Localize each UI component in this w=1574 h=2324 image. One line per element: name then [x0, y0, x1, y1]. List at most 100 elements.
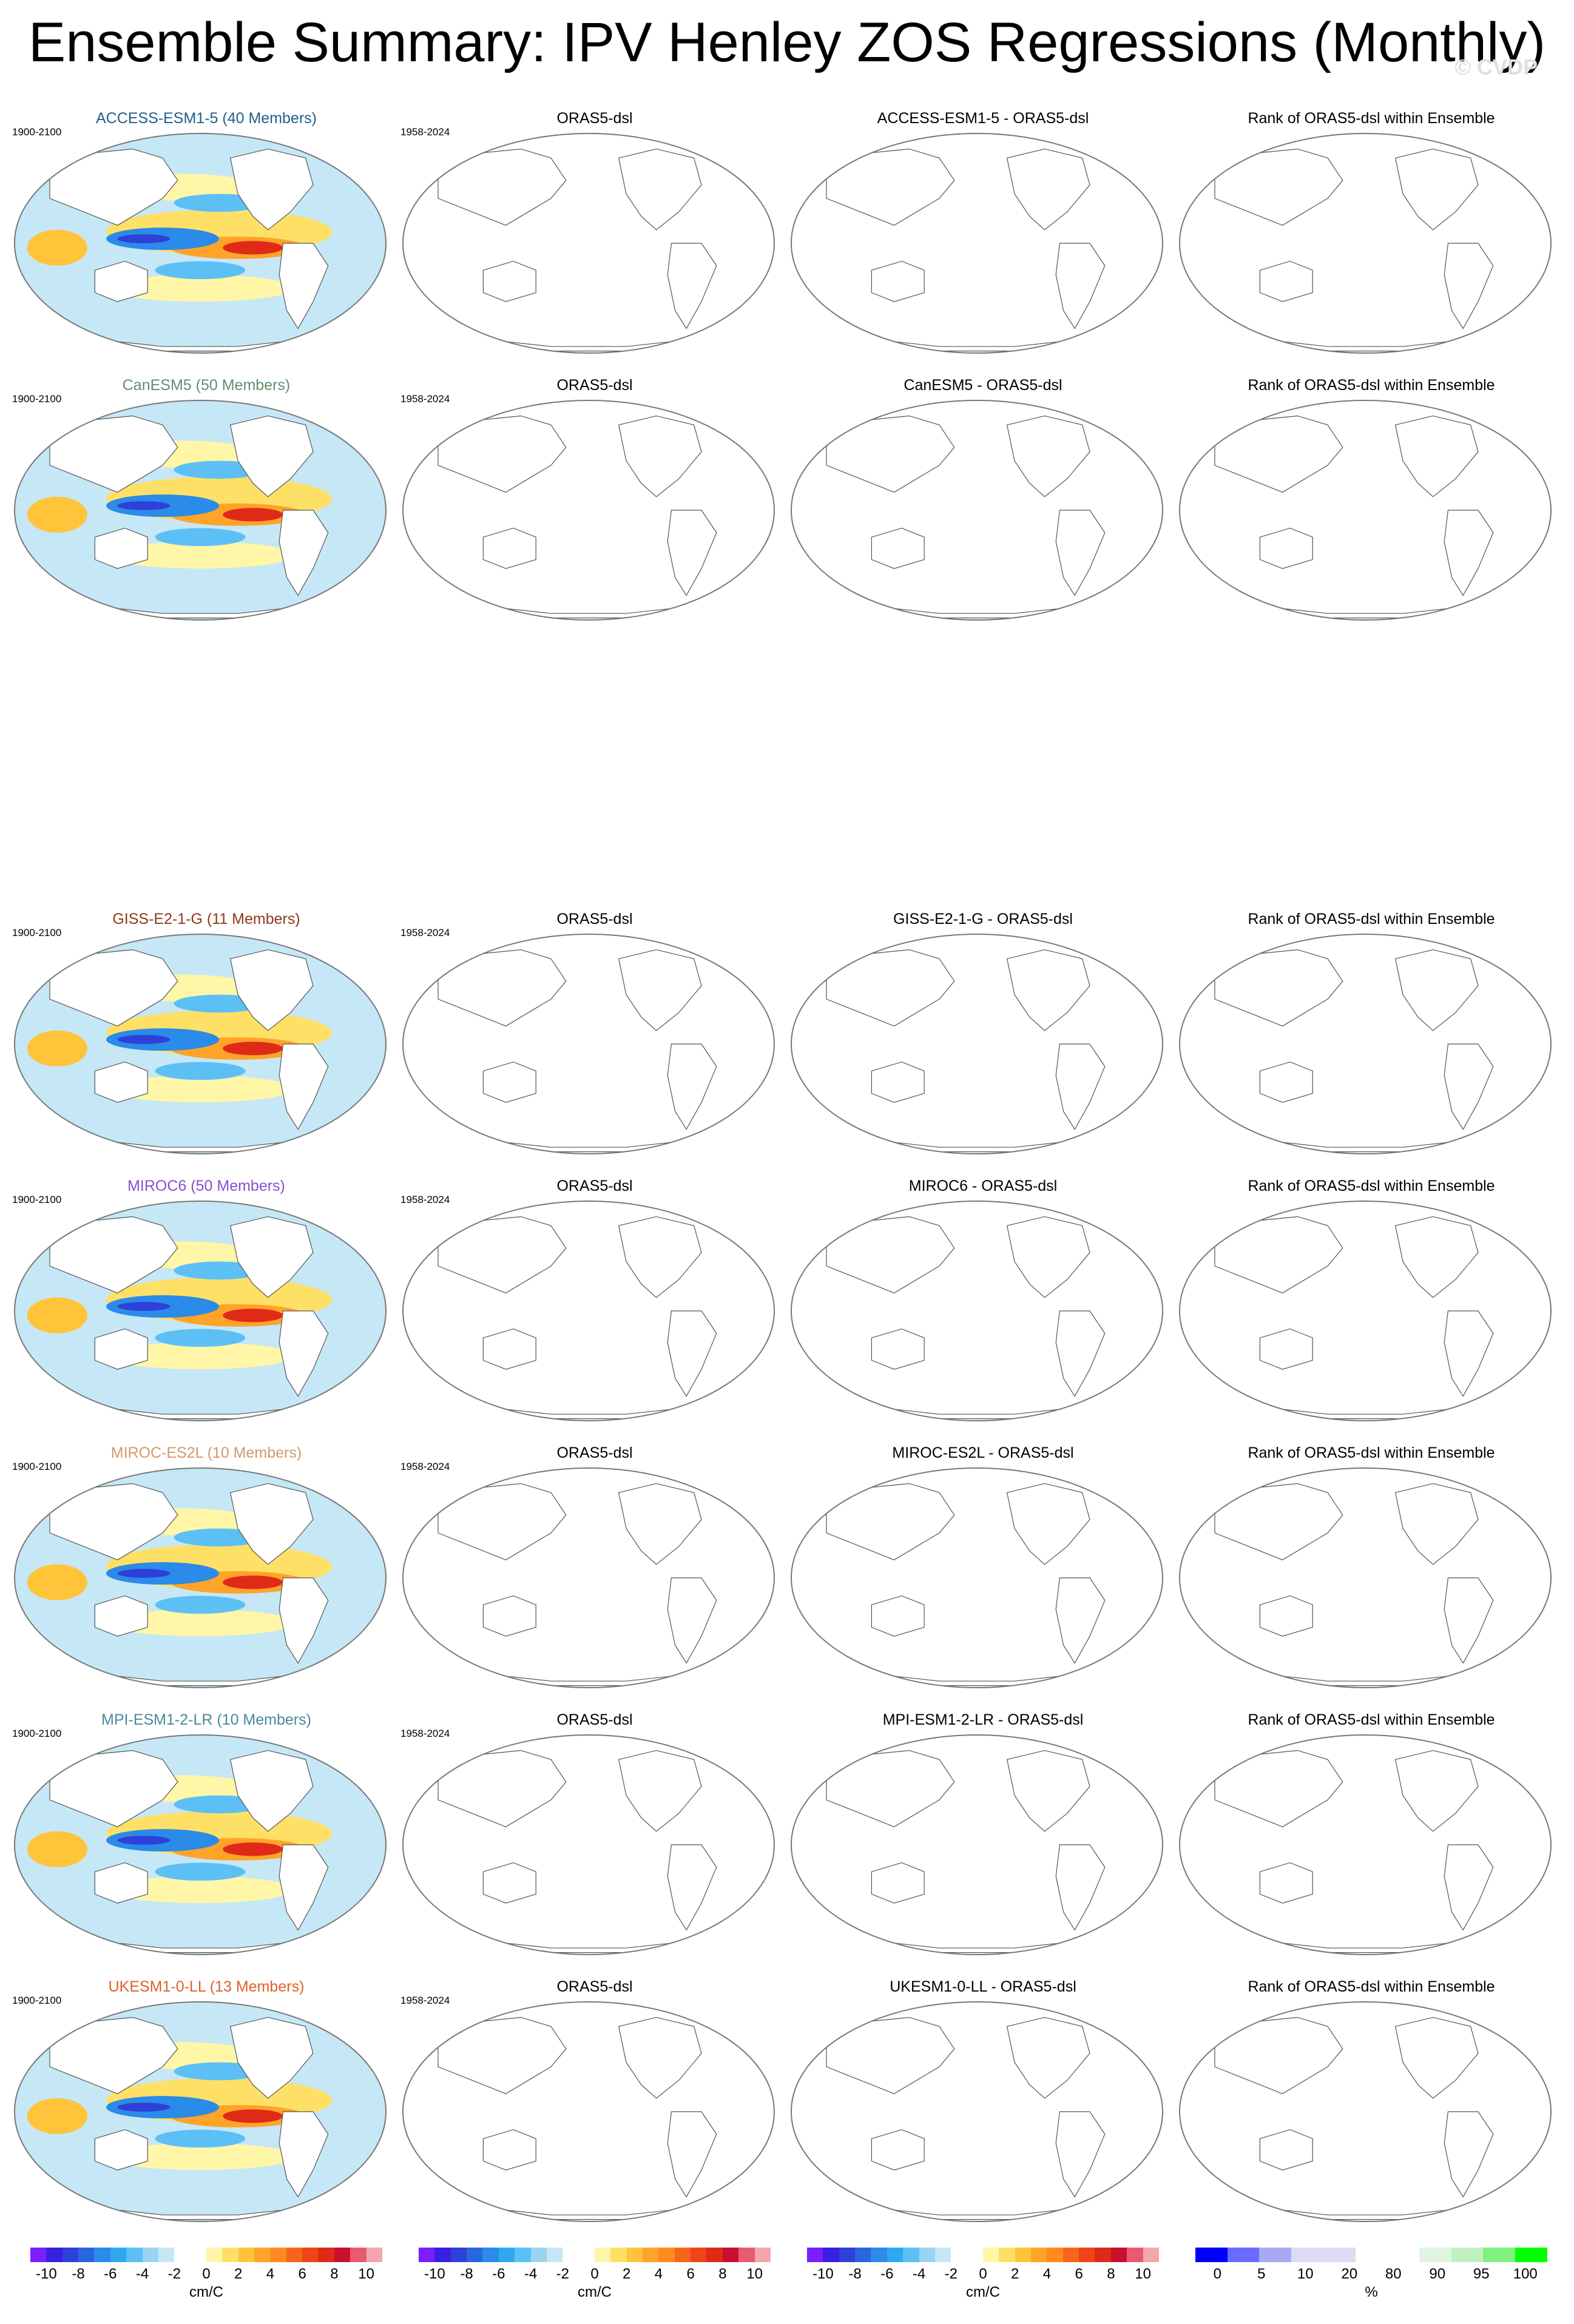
colorbar-swatch [1015, 2248, 1032, 2262]
colorbar-swatch [482, 2248, 499, 2262]
panel-title: ORAS5-dsl [556, 1177, 633, 1194]
colorbar-swatch [871, 2248, 887, 2262]
continent-outline [826, 415, 955, 493]
world-map [402, 2001, 775, 2222]
continent-outline [618, 415, 702, 497]
map-border [791, 934, 1163, 1154]
colorbar-swatch [30, 2248, 47, 2262]
colorbar-swatch [286, 2248, 303, 2262]
continent-outline [468, 337, 709, 352]
anomaly-contour [117, 234, 171, 243]
world-map [14, 2001, 387, 2222]
continent-outline [1259, 1595, 1313, 1637]
colorbar-swatch [903, 2248, 919, 2262]
continent-outline [871, 1061, 925, 1103]
world-map [402, 400, 775, 621]
colorbar-swatch [919, 2248, 935, 2262]
colorbar-swatch [807, 2248, 823, 2262]
colorbar-swatch [450, 2248, 467, 2262]
anomaly-contour [223, 1309, 283, 1322]
continent-outline [229, 2016, 314, 2099]
continent-outline [1214, 415, 1343, 493]
continent-outline [667, 1310, 717, 1397]
continent-outline [49, 1750, 178, 1828]
colorbar-swatch [1259, 2248, 1292, 2262]
world-map [402, 934, 775, 1154]
panel-title: ACCESS-ESM1-5 - ORAS5-dsl [877, 110, 1089, 127]
colorbar-swatch [1079, 2248, 1095, 2262]
continent-outline [1006, 2016, 1090, 2099]
map-border [402, 934, 775, 1154]
anomaly-contour [223, 508, 283, 522]
colorbar-tick-label: -10 [36, 2266, 57, 2282]
panel-title: Rank of ORAS5-dsl within Ensemble [1248, 1978, 1495, 1995]
continent-outline [279, 1577, 329, 1664]
colorbar-swatch [174, 2248, 191, 2262]
diff-panel: GISS-E2-1-G - ORAS5-dsl [789, 910, 1177, 1165]
world-map [1179, 133, 1552, 354]
panel-title: MIROC-ES2L (10 Members) [110, 1444, 302, 1461]
continent-outline [1006, 148, 1090, 231]
continent-outline [49, 415, 178, 493]
colorbar-swatch [1195, 2248, 1228, 2262]
continent-outline [49, 2016, 178, 2095]
map-border [1179, 1467, 1552, 1688]
continent-outline [1394, 1750, 1479, 1832]
colorbar-swatch [887, 2248, 904, 2262]
map-border [1179, 934, 1552, 1154]
colorbar-swatch [530, 2248, 547, 2262]
colorbar-tick-label: 10 [1135, 2266, 1151, 2282]
colorbar-tick-label: -2 [167, 2266, 181, 2282]
map-border [402, 1201, 775, 1421]
model-panel: UKESM1-0-LL (13 Members) 1900-2100 [12, 1978, 400, 2232]
continent-outline [1259, 1061, 1313, 1103]
map-border [791, 133, 1163, 354]
anomaly-contour [155, 1862, 246, 1881]
continent-outline [468, 1938, 709, 1953]
continent-outline [94, 1862, 148, 1904]
colorbar-swatch [1323, 2248, 1356, 2262]
map-border [402, 2001, 775, 2222]
anomaly-contour [117, 2103, 171, 2112]
anomaly-contour [155, 1062, 246, 1080]
colorbar-tick-label: 4 [654, 2266, 663, 2282]
continent-outline [437, 1483, 567, 1561]
continent-outline [279, 243, 329, 329]
world-map [791, 934, 1163, 1154]
continent-outline [482, 1061, 536, 1103]
watermark: © CVDP [1454, 55, 1538, 79]
continent-outline [49, 1216, 178, 1294]
continent-outline [871, 1328, 925, 1370]
map-border [791, 400, 1163, 621]
colorbar-tick-label: -4 [135, 2266, 149, 2282]
continent-outline [856, 1938, 1098, 1953]
world-map [791, 1201, 1163, 1421]
continent-outline [468, 604, 709, 619]
rank-panel: Rank of ORAS5-dsl within Ensemble [1177, 1444, 1566, 1699]
continent-outline [1394, 2016, 1479, 2099]
colorbar-swatch [562, 2248, 579, 2262]
continent-outline [1055, 1577, 1106, 1664]
continent-outline [437, 2016, 567, 2095]
colorbar-swatch [546, 2248, 563, 2262]
panel-title: ORAS5-dsl [556, 1978, 633, 1995]
panel-period: 1958-2024 [400, 927, 450, 938]
colorbar-swatch [366, 2248, 382, 2262]
continent-outline [1394, 949, 1479, 1031]
anomaly-contour [117, 1836, 171, 1845]
panel-title: ORAS5-dsl [556, 110, 633, 127]
map-border [1179, 1201, 1552, 1421]
regression-colorbar: -10 -8 -6 -4 -2 0 2 4 6 8 10 cm/C [419, 2248, 807, 2302]
colorbar-swatch [691, 2248, 707, 2262]
continent-outline [618, 148, 702, 231]
colorbar-swatch [722, 2248, 739, 2262]
map-border [402, 400, 775, 621]
anomaly-contour [106, 2143, 294, 2171]
continent-outline [667, 243, 717, 329]
diff-panel: CanESM5 - ORAS5-dsl [789, 376, 1177, 631]
colorbar-swatch [1143, 2248, 1159, 2262]
colorbar-swatch [254, 2248, 271, 2262]
colorbar-tick-label: 2 [623, 2266, 631, 2282]
continent-outline [1245, 1404, 1486, 1420]
colorbar-tick-label: 80 [1385, 2266, 1402, 2282]
